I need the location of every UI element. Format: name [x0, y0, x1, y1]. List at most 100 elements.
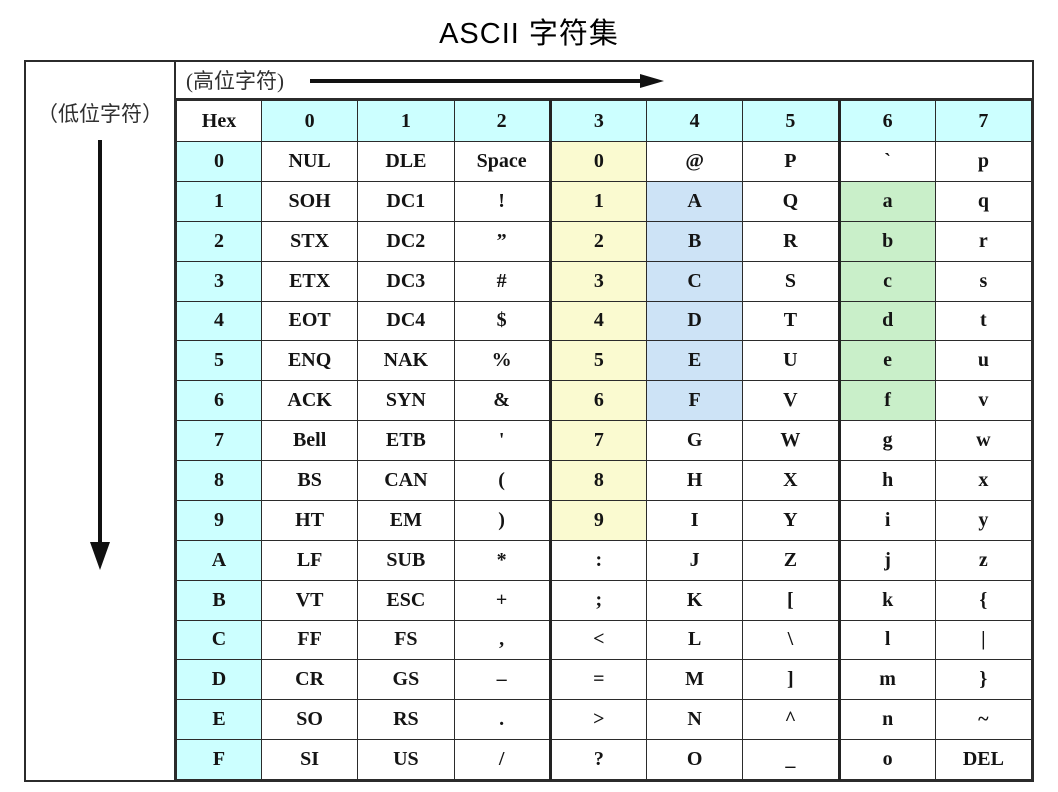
table-cell: ] [742, 659, 840, 701]
table-cell: HT [260, 499, 359, 541]
table-cell: O [645, 739, 744, 780]
table-cell: DLE [357, 141, 455, 182]
high-byte-header-row: (高位字符) [176, 62, 1032, 100]
table-cell: E [645, 340, 744, 382]
table-cell: A [645, 180, 744, 222]
table-cell: Bell [260, 420, 359, 461]
table-cell: k [837, 579, 936, 621]
table-cell: ETX [260, 260, 359, 302]
column-header-cell: 2 [453, 100, 551, 142]
table-row: 0 NUL DLE Space 0 @ P ` p [176, 141, 1033, 182]
table-cell: q [934, 180, 1033, 222]
table-cell: a [837, 180, 936, 222]
table-cell: W [742, 420, 840, 461]
table-cell: ' [453, 420, 551, 461]
table-cell: \ [742, 619, 840, 661]
table-cell: R [742, 220, 840, 262]
row-header-cell: F [176, 739, 262, 780]
table-cell: S [742, 260, 840, 302]
table-cell: GS [357, 659, 455, 701]
table-cell: x [934, 460, 1033, 501]
table-cell: y [934, 499, 1033, 541]
table-cell: % [453, 340, 551, 382]
table-cell: ENQ [260, 340, 359, 382]
table-cell: SUB [357, 539, 455, 581]
row-header-cell: 7 [176, 420, 262, 461]
table-cell: SYN [357, 380, 455, 422]
table-cell: Y [742, 499, 840, 541]
table-cell: m [837, 659, 936, 701]
table-cell: # [453, 260, 551, 302]
table-cell: J [645, 539, 744, 581]
table-cell: N [645, 699, 744, 741]
page-title: ASCII 字符集 [439, 18, 619, 50]
row-header-cell: 8 [176, 460, 262, 501]
table-cell: b [837, 220, 936, 262]
table-cell: SOH [260, 180, 359, 222]
table-cell: ` [837, 141, 936, 182]
table-row: F SI US /? O _ o DEL [176, 739, 1033, 780]
table-cell: + [453, 579, 551, 621]
table-cell: Q [742, 180, 840, 222]
table-cell: K [645, 579, 744, 621]
table-cell: | [934, 619, 1033, 661]
table-cell: US [357, 739, 455, 780]
table-cell: EOT [260, 300, 359, 342]
table-cell: w [934, 420, 1033, 461]
table-cell: ” [453, 220, 551, 262]
table-cell: @ [645, 141, 744, 182]
column-header-cell: 7 [934, 100, 1033, 142]
table-cell: ( [453, 460, 551, 501]
table-cell: : [548, 539, 648, 581]
table-cell: l [837, 619, 936, 661]
row-header-cell: 3 [176, 260, 262, 302]
table-cell: 1 [548, 180, 648, 222]
table-cell: L [645, 619, 744, 661]
ascii-table: （低位字符） (高位字符) Hex 0 1 2 3 4 5 6 7 0 NUL DLE Space 0 @… [24, 60, 1034, 782]
table-cell: ESC [357, 579, 455, 621]
table-cell: _ [742, 739, 840, 780]
table-cell: FF [260, 619, 359, 661]
down-arrow-icon [90, 140, 110, 570]
table-cell: 3 [548, 260, 648, 302]
table-cell: ; [548, 579, 648, 621]
table-cell: DC3 [357, 260, 455, 302]
table-cell: g [837, 420, 936, 461]
table-cell: & [453, 380, 551, 422]
table-cell: SI [260, 739, 359, 780]
table-cell: SO [260, 699, 359, 741]
table-cell: z [934, 539, 1033, 581]
table-cell: t [934, 300, 1033, 342]
table-cell: T [742, 300, 840, 342]
table-cell: C [645, 260, 744, 302]
table-cell: ) [453, 499, 551, 541]
table-cell: ^ [742, 699, 840, 741]
table-cell: o [837, 739, 936, 780]
table-cell: LF [260, 539, 359, 581]
table-cell: D [645, 300, 744, 342]
table-cell: V [742, 380, 840, 422]
table-cell: s [934, 260, 1033, 302]
table-cell: VT [260, 579, 359, 621]
table-cell: 2 [548, 220, 648, 262]
table-cell: } [934, 659, 1033, 701]
column-header-cell: 0 [260, 100, 359, 142]
table-cell: = [548, 659, 648, 701]
row-header-cell: B [176, 579, 262, 621]
table-cell: 7 [548, 420, 648, 461]
table-cell: f [837, 380, 936, 422]
row-header-cell: 6 [176, 380, 262, 422]
table-cell: EM [357, 499, 455, 541]
table-cell: / [453, 739, 551, 780]
row-header-cell: 1 [176, 180, 262, 222]
table-cell: FS [357, 619, 455, 661]
table-cell: I [645, 499, 744, 541]
table-main-pane: (高位字符) Hex 0 1 2 3 4 5 6 7 0 NUL DLE Space 0 @ P ` p 1 SOH… [176, 62, 1033, 780]
table-cell: X [742, 460, 840, 501]
